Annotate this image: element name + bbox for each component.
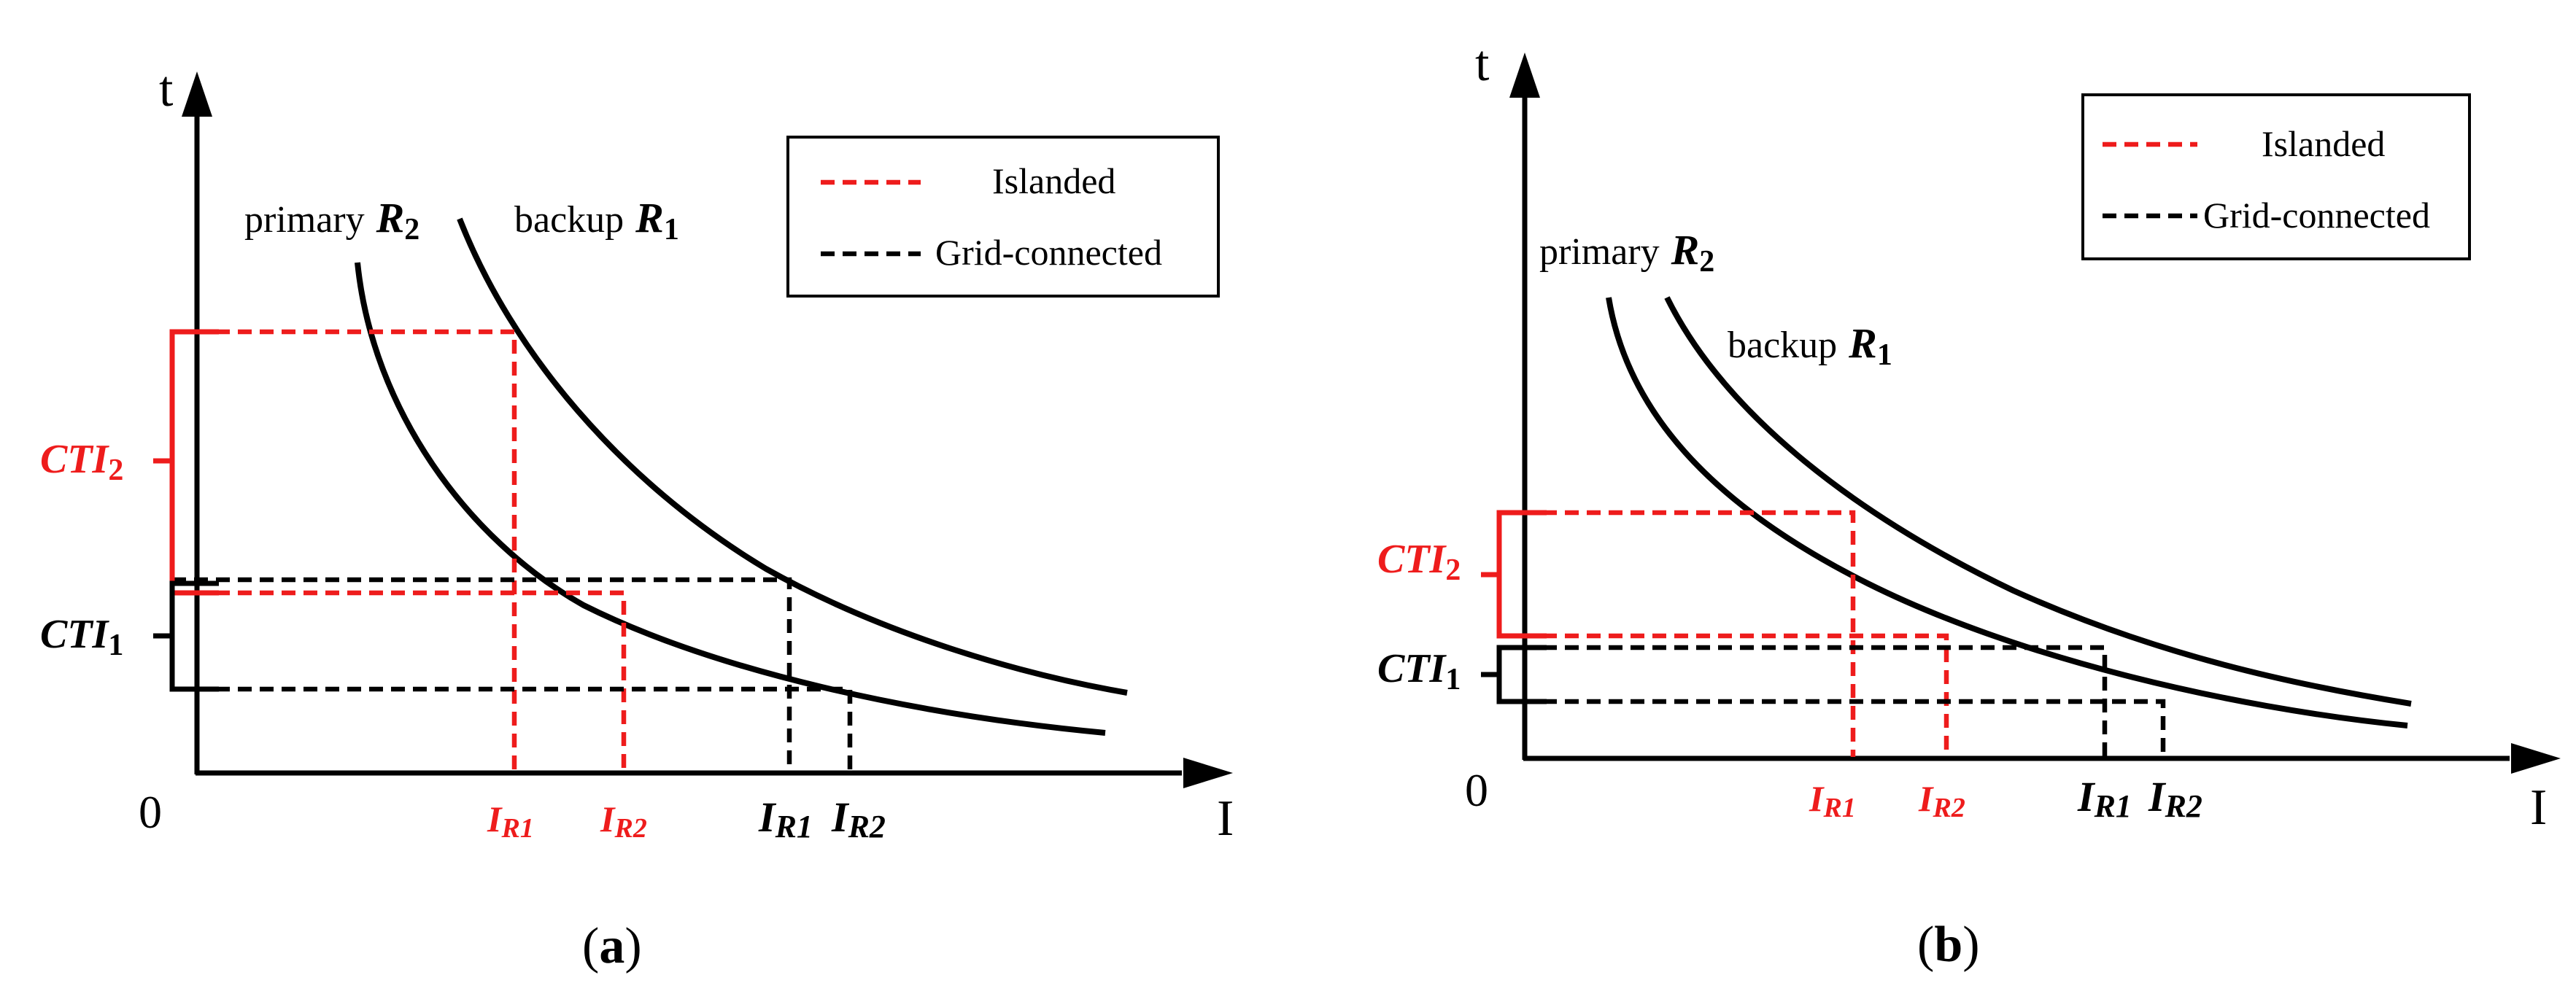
panel-b-islanded-lines	[1499, 510, 1949, 757]
panel-a-backup-label: backup R1	[514, 194, 679, 246]
panel-b-black-lower-line	[1499, 699, 2166, 757]
panel-b-ir1-grid: IR1	[2077, 773, 2132, 824]
panel-b-ir2-grid: IR2	[2148, 773, 2202, 824]
panel-a-cti2-bracket	[153, 329, 219, 596]
panel-a-black-upper-line	[172, 577, 792, 772]
panel-b-cti1-label: CTI1	[1377, 646, 1461, 696]
panel-a-x-label: I	[1217, 790, 1234, 847]
panel-a-black-lower-line	[172, 686, 853, 772]
panel-b-legend: Islanded Grid-connected	[2081, 93, 2471, 260]
panel-b-x-label: I	[2530, 780, 2547, 836]
panel-b-legend-box	[2081, 93, 2471, 260]
panel-a-x-arrowhead	[1183, 758, 1233, 788]
panel-a-axes	[182, 71, 1233, 788]
panel-a-primary-label: primary R2	[244, 194, 419, 246]
panel-a-red-upper-box	[172, 329, 517, 772]
panel-b-y-arrowhead	[1509, 53, 1540, 98]
panel-a-y-arrowhead	[182, 71, 212, 117]
panel-b-grid-lines	[1499, 645, 2166, 757]
panel-b-primary-label: primary R2	[1539, 226, 1714, 279]
panel-a-legend: Islanded Grid-connected	[786, 136, 1220, 298]
panel-a-origin: 0	[139, 786, 162, 838]
panel-b-caption: (b)	[1917, 917, 1980, 973]
panel-a-islanded-lines	[172, 329, 627, 772]
panel-a-ir1-grid: IR1	[758, 793, 813, 844]
panel-a-caption: (a)	[582, 918, 642, 974]
panel-b-cti2-bracket	[1481, 510, 1547, 639]
panel-a-red-lower-line	[172, 590, 627, 772]
panel-b-ir1-islanded: IR1	[1809, 778, 1856, 823]
panel-a-backup-curve	[457, 217, 1128, 696]
panel-a-ir1-islanded: IR1	[487, 799, 534, 844]
panel-a-cti1-label: CTI1	[40, 612, 123, 662]
panel-b-ir2-islanded: IR2	[1918, 778, 1965, 823]
panel-a-ir2-grid: IR2	[831, 793, 886, 844]
panel-b-backup-label: backup R1	[1728, 319, 1892, 372]
panel-a-ir2-islanded: IR2	[600, 799, 647, 844]
panel-b-red-upper-box	[1499, 510, 1856, 757]
panel-a-legend-box	[786, 136, 1220, 298]
panel-a-legend-grid-label: Grid-connected	[935, 232, 1162, 273]
panel-b-red-lower-line	[1499, 633, 1949, 757]
panel-a-primary-curve	[355, 262, 1106, 736]
panel-b-cti1-bracket	[1481, 645, 1547, 704]
panel-b-legend-grid-label: Grid-connected	[2203, 195, 2430, 236]
panel-b: t I 0 primary R2 backup R1 CTI2 CTI1 IR1 I…	[1377, 36, 2561, 973]
panel-b-x-arrowhead	[2511, 743, 2561, 774]
panel-b-primary-curve	[1606, 297, 2408, 728]
panel-b-legend-islanded-label: Islanded	[2262, 123, 2385, 164]
panel-a: t I 0 primary R2 backup R1 CTI2 CTI1 IR1 I…	[40, 61, 1234, 974]
panel-a-legend-islanded-label: Islanded	[992, 160, 1115, 201]
panel-b-backup-curve	[1664, 296, 2412, 707]
panel-b-origin: 0	[1465, 764, 1488, 816]
panel-a-cti2-label: CTI2	[40, 437, 123, 487]
panel-a-grid-lines	[172, 577, 853, 772]
panel-b-black-upper-line	[1499, 645, 2108, 757]
panel-a-y-label: t	[159, 61, 174, 117]
panel-b-y-label: t	[1475, 36, 1490, 92]
panel-b-cti2-label: CTI2	[1377, 537, 1461, 587]
panel-a-cti1-bracket	[153, 580, 219, 692]
